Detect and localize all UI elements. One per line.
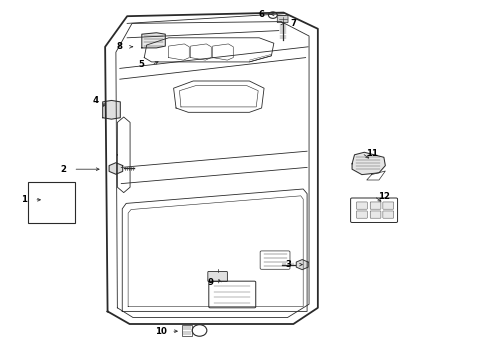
FancyBboxPatch shape <box>382 202 393 209</box>
Text: 6: 6 <box>258 10 264 19</box>
Polygon shape <box>142 33 165 48</box>
Text: 5: 5 <box>139 60 144 69</box>
FancyBboxPatch shape <box>356 202 366 209</box>
Text: 4: 4 <box>92 96 98 105</box>
Text: 8: 8 <box>117 42 122 51</box>
FancyBboxPatch shape <box>369 211 380 218</box>
Polygon shape <box>109 163 122 174</box>
FancyBboxPatch shape <box>369 202 380 209</box>
Text: 7: 7 <box>290 19 296 28</box>
FancyBboxPatch shape <box>382 211 393 218</box>
Text: 9: 9 <box>207 278 213 287</box>
Text: 11: 11 <box>365 149 377 158</box>
Text: 2: 2 <box>61 165 66 174</box>
Text: 3: 3 <box>285 260 291 269</box>
FancyBboxPatch shape <box>277 15 287 23</box>
Text: 1: 1 <box>21 195 27 204</box>
Polygon shape <box>102 100 120 119</box>
Text: 10: 10 <box>155 327 167 336</box>
FancyBboxPatch shape <box>207 271 227 282</box>
Text: 12: 12 <box>377 192 389 201</box>
Polygon shape <box>351 152 385 175</box>
Polygon shape <box>296 260 307 270</box>
FancyBboxPatch shape <box>356 211 366 218</box>
